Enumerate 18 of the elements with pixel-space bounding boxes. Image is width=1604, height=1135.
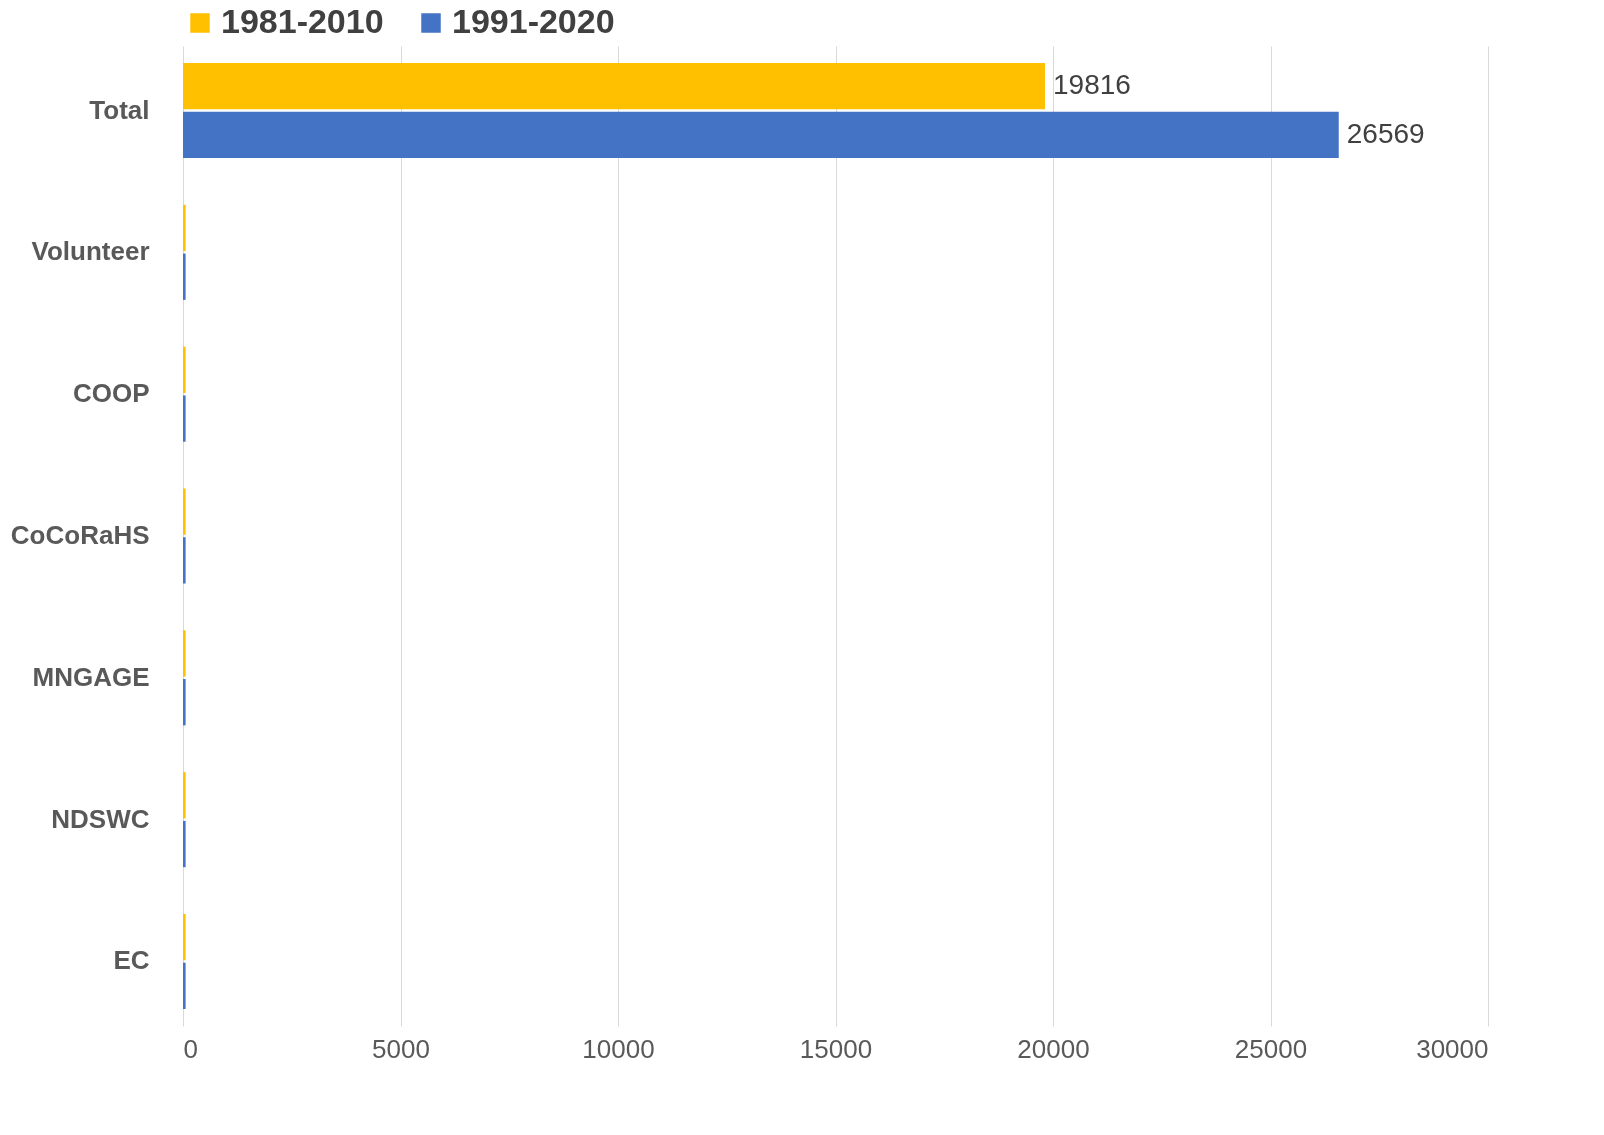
x-tick-label: 0 bbox=[183, 1033, 198, 1064]
legend-label: 1981-2010 bbox=[221, 2, 384, 40]
y-tick-label: EC bbox=[113, 945, 150, 976]
x-tick-label: 5000 bbox=[372, 1033, 430, 1064]
legend-label: 1991-2020 bbox=[452, 2, 615, 40]
data-label: 19816 bbox=[1053, 69, 1131, 101]
x-tick-label: 20000 bbox=[1017, 1033, 1090, 1064]
x-tick-label: 10000 bbox=[582, 1033, 655, 1064]
x-tick-label: 30000 bbox=[1416, 1033, 1489, 1064]
y-tick-label: COOP bbox=[72, 378, 150, 409]
y-tick-label: NDSWC bbox=[51, 803, 150, 834]
x-tick-label: 25000 bbox=[1234, 1033, 1308, 1064]
data-label: 26569 bbox=[1346, 117, 1425, 149]
y-tick-label: CoCoRaHS bbox=[10, 520, 150, 550]
x-tick-label: 15000 bbox=[799, 1033, 873, 1064]
y-tick-label: Total bbox=[89, 94, 150, 125]
y-tick-label: MNGAGE bbox=[32, 661, 150, 692]
y-tick-label: Volunteer bbox=[31, 236, 150, 267]
